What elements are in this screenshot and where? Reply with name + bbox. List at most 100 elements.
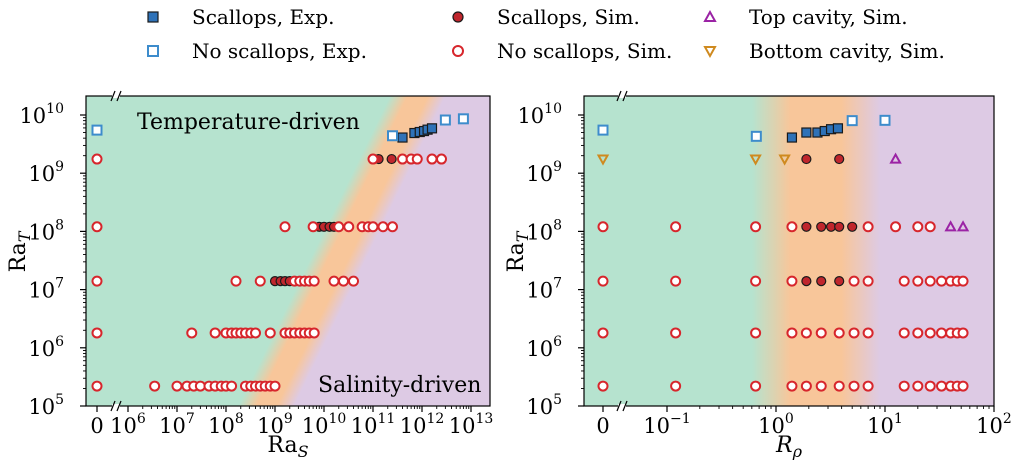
left-point-no-scallops-sim bbox=[91, 221, 103, 233]
legend-label-no-scallops-exp: No scallops, Exp. bbox=[192, 39, 367, 63]
right-point-no-scallops-sim bbox=[670, 275, 682, 287]
right-point-scallops-sim bbox=[847, 221, 858, 232]
right-y-tick-label: 109 bbox=[526, 159, 562, 186]
left-point-no-scallops-sim bbox=[269, 380, 281, 392]
right-point-no-scallops-sim bbox=[597, 380, 609, 392]
right-point-no-scallops-sim bbox=[924, 327, 936, 339]
left-y-tick-label: 1010 bbox=[19, 101, 64, 128]
right-point-no-scallops-sim bbox=[800, 327, 812, 339]
legend-marker-no-scallops-sim bbox=[452, 45, 464, 57]
right-point-no-scallops-sim bbox=[750, 275, 762, 287]
right-x-tick-label: 0 bbox=[596, 414, 609, 438]
left-point-no-scallops-sim bbox=[91, 380, 103, 392]
right-point-no-scallops-sim bbox=[912, 327, 924, 339]
left-y-axis-label: RaT bbox=[6, 230, 34, 272]
legend-label-top-cavity-sim: Top cavity, Sim. bbox=[749, 5, 908, 29]
right-x-tick-label: 100 bbox=[758, 411, 794, 438]
right-point-no-scallops-sim bbox=[815, 327, 827, 339]
right-point-scallops-sim bbox=[816, 275, 827, 287]
right-point-no-scallops-sim bbox=[848, 327, 860, 339]
left-point-no-scallops-sim bbox=[279, 221, 291, 233]
right-point-no-scallops-sim bbox=[862, 275, 874, 287]
legend-label-scallops-sim: Scallops, Sim. bbox=[497, 5, 640, 29]
left-point-scallops-exp bbox=[397, 132, 408, 143]
right-y-axis-label: RaT bbox=[504, 230, 532, 272]
left-point-no-scallops-sim bbox=[367, 153, 379, 165]
right-x-tick-label: 10−1 bbox=[643, 411, 690, 438]
right-point-scallops-sim bbox=[816, 221, 827, 232]
right-point-no-scallops-sim bbox=[936, 327, 948, 339]
right-point-scallops-sim bbox=[834, 221, 845, 232]
right-point-scallops-exp bbox=[832, 123, 844, 134]
right-point-no-scallops-sim bbox=[912, 275, 924, 287]
left-x-tick-label: 0 bbox=[90, 414, 103, 438]
legend-marker-bottom-cavity-sim bbox=[703, 46, 717, 59]
left-x-tick-label: 107 bbox=[159, 411, 195, 438]
left-point-no-scallops-sim bbox=[149, 380, 161, 392]
legend-label-no-scallops-sim: No scallops, Sim. bbox=[497, 39, 672, 63]
left-point-no-scallops-exp bbox=[91, 124, 103, 136]
left-point-no-scallops-sim bbox=[307, 221, 319, 233]
legend-marker-no-scallops-exp bbox=[147, 45, 159, 57]
left-point-no-scallops-sim bbox=[411, 153, 423, 165]
left-point-no-scallops-exp bbox=[457, 113, 469, 125]
right-point-no-scallops-exp bbox=[846, 115, 858, 127]
right-y-tick-label: 108 bbox=[526, 217, 562, 244]
right-point-no-scallops-sim bbox=[800, 380, 812, 392]
left-point-no-scallops-sim bbox=[337, 275, 349, 287]
right-point-top-cavity-sim bbox=[889, 152, 902, 164]
annotation-temperature-driven: Temperature-driven bbox=[137, 110, 360, 135]
left-x-tick-label: 108 bbox=[208, 411, 244, 438]
left-point-scallops-exp bbox=[426, 123, 438, 134]
right-point-no-scallops-sim bbox=[912, 380, 924, 392]
left-plot-frame bbox=[85, 95, 491, 407]
left-point-no-scallops-sim bbox=[333, 221, 345, 233]
right-y-tick-label: 105 bbox=[526, 392, 562, 419]
left-point-no-scallops-sim bbox=[226, 380, 238, 392]
right-top-axis-break bbox=[616, 90, 628, 102]
right-point-no-scallops-sim bbox=[890, 221, 902, 233]
right-y-tick-label: 107 bbox=[526, 276, 562, 303]
left-point-no-scallops-sim bbox=[308, 327, 320, 339]
legend-label-bottom-cavity-sim: Bottom cavity, Sim. bbox=[749, 39, 945, 63]
right-point-scallops-sim bbox=[801, 153, 812, 165]
right-point-no-scallops-sim bbox=[848, 380, 860, 392]
right-point-no-scallops-sim bbox=[898, 327, 910, 339]
right-point-scallops-sim bbox=[834, 275, 845, 287]
right-point-no-scallops-sim bbox=[750, 327, 762, 339]
left-point-no-scallops-sim bbox=[91, 153, 103, 165]
left-x-tick-label: 106 bbox=[110, 411, 146, 438]
left-point-scallops-sim bbox=[386, 153, 397, 165]
right-y-tick-label: 1010 bbox=[517, 101, 562, 128]
legend-marker-scallops-exp bbox=[147, 11, 159, 23]
right-point-bottom-cavity-sim bbox=[778, 154, 791, 166]
left-point-no-scallops-sim bbox=[230, 275, 242, 287]
left-x-axis-break bbox=[110, 400, 122, 412]
left-y-tick-label: 108 bbox=[28, 217, 64, 244]
right-point-scallops-sim bbox=[801, 275, 812, 287]
left-point-no-scallops-sim bbox=[250, 327, 262, 339]
left-plot-marks bbox=[91, 113, 469, 392]
left-y-tick-label: 109 bbox=[28, 159, 64, 186]
right-point-no-scallops-sim bbox=[833, 380, 845, 392]
right-x-axis-break bbox=[616, 400, 628, 412]
left-y-tick-label: 105 bbox=[28, 392, 64, 419]
left-point-no-scallops-sim bbox=[367, 221, 379, 233]
left-point-no-scallops-sim bbox=[343, 221, 355, 233]
right-point-no-scallops-sim bbox=[670, 327, 682, 339]
right-point-no-scallops-sim bbox=[750, 380, 762, 392]
left-point-no-scallops-exp bbox=[439, 114, 451, 126]
right-point-scallops-exp bbox=[801, 127, 812, 138]
right-point-no-scallops-sim bbox=[786, 327, 798, 339]
legend-label-scallops-exp: Scallops, Exp. bbox=[192, 5, 334, 29]
right-point-no-scallops-sim bbox=[898, 275, 910, 287]
right-point-no-scallops-sim bbox=[597, 327, 609, 339]
right-point-no-scallops-sim bbox=[670, 221, 682, 233]
left-x-tick-label: 1010 bbox=[302, 411, 347, 438]
right-point-no-scallops-sim bbox=[924, 221, 936, 233]
legend-marker-top-cavity-sim bbox=[703, 9, 717, 22]
right-point-no-scallops-exp bbox=[879, 114, 891, 126]
legend: Scallops, Exp. Scallops, Sim. Top cavity, … bbox=[147, 5, 945, 63]
right-point-no-scallops-sim bbox=[786, 380, 798, 392]
right-plot-marks bbox=[596, 114, 970, 392]
